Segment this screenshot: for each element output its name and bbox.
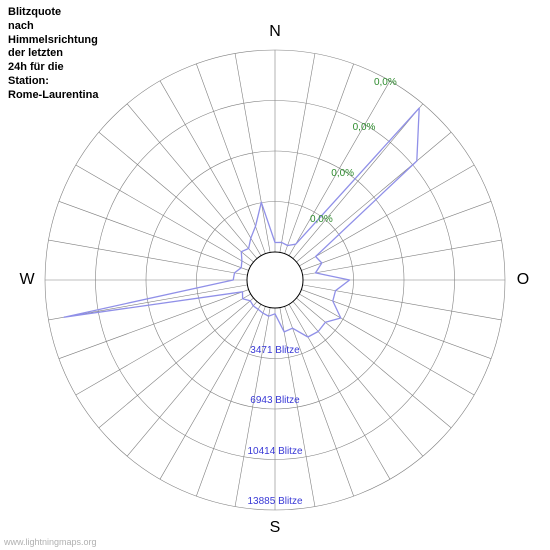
ring-label-4: 13885 Blitze [247, 496, 302, 507]
pct-label-3: 0,0% [353, 122, 376, 133]
cardinal-N: N [269, 23, 281, 41]
cardinal-W: W [19, 271, 34, 289]
polar-chart [0, 0, 550, 550]
cardinal-O: O [517, 271, 529, 289]
attribution: www.lightningmaps.org [4, 537, 97, 547]
cardinal-S: S [270, 519, 281, 537]
pct-label-1: 0,0% [310, 214, 333, 225]
ring-label-1: 3471 Blitze [250, 345, 299, 356]
pct-label-4: 0,0% [374, 77, 397, 88]
ring-label-2: 6943 Blitze [250, 395, 299, 406]
pct-label-2: 0,0% [331, 168, 354, 179]
ring-label-3: 10414 Blitze [247, 446, 302, 457]
